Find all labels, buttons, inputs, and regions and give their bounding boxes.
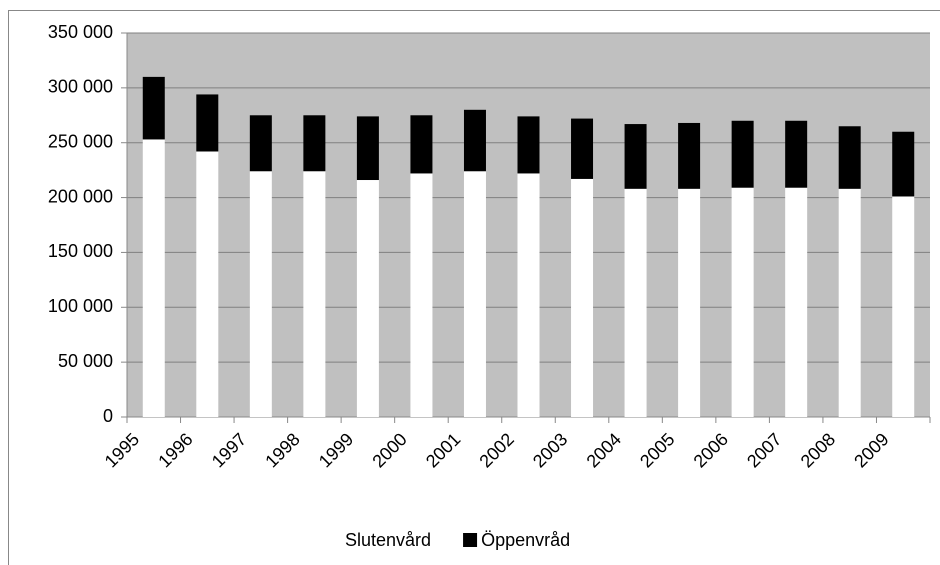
bar-segment xyxy=(196,151,219,417)
bar-segment xyxy=(410,173,433,417)
y-tick-label: 350 000 xyxy=(48,22,113,42)
bar-segment xyxy=(303,171,326,417)
y-tick-label: 250 000 xyxy=(48,131,113,151)
bar-segment xyxy=(838,188,861,417)
bar-segment xyxy=(463,171,486,417)
bar-segment xyxy=(249,115,272,172)
bar-segment xyxy=(571,118,594,179)
bar-segment xyxy=(678,122,701,189)
bar-segment xyxy=(356,116,379,181)
y-tick-label: 100 000 xyxy=(48,296,113,316)
legend-label: Öppenvråd xyxy=(481,530,570,550)
bar-segment xyxy=(356,180,379,417)
bar-segment xyxy=(196,94,219,152)
y-tick-label: 200 000 xyxy=(48,186,113,206)
bar-segment xyxy=(678,188,701,417)
bar-segment xyxy=(731,120,754,188)
bar-segment xyxy=(624,188,647,417)
legend-swatch xyxy=(327,533,341,547)
bar-segment xyxy=(785,187,808,417)
y-tick-label: 0 xyxy=(103,406,113,426)
bar-segment xyxy=(303,115,326,172)
bar-segment xyxy=(463,109,486,172)
bar-segment xyxy=(410,115,433,174)
y-tick-label: 300 000 xyxy=(48,77,113,97)
y-tick-label: 150 000 xyxy=(48,241,113,261)
bar-segment xyxy=(142,139,165,417)
bar-segment xyxy=(731,187,754,417)
bar-segment xyxy=(571,178,594,417)
bar-segment xyxy=(892,131,915,197)
legend-label: Slutenvård xyxy=(345,530,431,550)
bar-segment xyxy=(785,120,808,188)
bar-segment xyxy=(838,126,861,189)
bar-segment xyxy=(892,196,915,417)
bar-segment xyxy=(517,173,540,417)
bar-segment xyxy=(249,171,272,417)
y-tick-label: 50 000 xyxy=(58,351,113,371)
bar-segment xyxy=(142,76,165,140)
bar-segment xyxy=(517,116,540,174)
bar-segment xyxy=(624,124,647,189)
legend-swatch xyxy=(463,533,478,547)
